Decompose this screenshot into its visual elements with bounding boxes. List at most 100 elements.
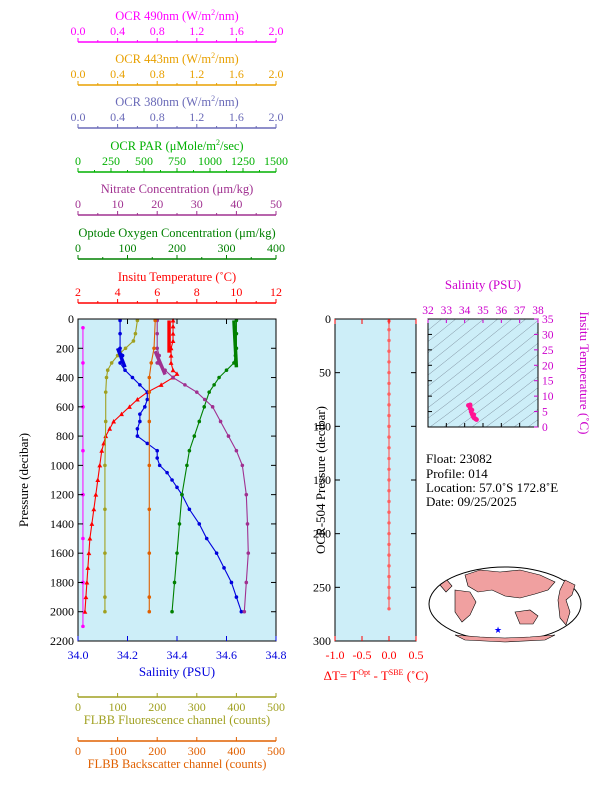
ts-isopycnal [429, 342, 538, 427]
map-landmass-eurasia [464, 569, 556, 599]
series-point [103, 419, 108, 424]
bottom-axis-label-fluorescence: FLBB Fluorescence channel (counts) [84, 713, 270, 727]
series-point [147, 463, 152, 468]
series-point [170, 478, 174, 482]
top-axis-tick-label: 30 [191, 197, 203, 211]
map-landmass-africa [454, 589, 477, 623]
series-point [83, 594, 89, 600]
series-point [103, 463, 107, 468]
top-axis-tick-label: 0.0 [71, 24, 86, 38]
main-plot-background [78, 319, 276, 641]
bottom-axis-tick-label: 200 [148, 744, 166, 758]
bottom-axis-tick-label: 200 [148, 700, 166, 714]
ts-y-tick-label: 35 [542, 314, 554, 326]
top-axis-tick-label: 1.6 [229, 24, 244, 38]
tsdiff-point [387, 564, 391, 568]
series-point [133, 331, 138, 336]
ts-point [474, 417, 479, 422]
top-axis-label-oxygen: Optode Oxygen Concentration (μm/kg) [78, 226, 275, 240]
top-axis-tick-label: 1500 [264, 154, 288, 168]
tsdiff-y-tick-label: 250 [313, 580, 331, 594]
ts-y-tick-label: 0 [542, 422, 548, 434]
ts-isopycnal [485, 387, 538, 427]
top-axis-tick-label: 20 [151, 197, 163, 211]
top-axis-tick-label: 1250 [231, 154, 255, 168]
ts-isopycnal [428, 319, 499, 376]
ts-isopycnals [428, 319, 538, 427]
top-axis-par: 0 250 500 750 1000 1250 1500 OCR PAR (μMole/m2/… [75, 138, 288, 173]
top-axis-tick-label: 0.8 [150, 110, 165, 124]
ts-isopycnal [428, 319, 527, 398]
tsdiff-point [387, 596, 391, 600]
ts-y-tick-label: 5 [542, 407, 548, 419]
main-plot-series [81, 317, 251, 629]
series-point [147, 390, 152, 394]
series-point [111, 418, 117, 424]
series-point [242, 609, 247, 614]
pressure-tick-label: 2200 [50, 634, 74, 648]
top-axis-tick-label: 0.0 [71, 110, 86, 124]
bottom-axis-tick-label: 300 [188, 700, 206, 714]
series-point [99, 448, 105, 453]
series-point [234, 448, 239, 453]
tsdiff-point [387, 413, 391, 418]
series-point [81, 325, 85, 330]
series-point [244, 580, 249, 585]
world-map: ★ [428, 566, 582, 643]
tsdiff-plot-background [335, 319, 416, 641]
series-point [107, 426, 113, 431]
ts-isopycnal [428, 331, 538, 419]
tsdiff-point [387, 478, 391, 482]
tsdiff-point [387, 521, 391, 525]
ts-isopycnal [428, 320, 538, 408]
tsdiff-point [387, 585, 391, 590]
ts-x-tick-label: 33 [441, 305, 453, 317]
series-point [87, 536, 93, 541]
series-point [104, 375, 109, 380]
float-location-marker: ★ [494, 625, 502, 635]
tsdiff-y-tick-label: 300 [313, 634, 331, 648]
surface-band-oxygen [232, 320, 239, 368]
series-point [147, 551, 152, 555]
series-point [135, 397, 140, 402]
series-point [168, 360, 174, 365]
top-axis-tick-label: 0.8 [150, 67, 165, 81]
ts-y-tick-label: 10 [542, 391, 554, 403]
series-point [123, 368, 127, 373]
series-point [170, 317, 176, 323]
series-point [170, 609, 174, 614]
top-axis-tick-label: 250 [102, 154, 120, 168]
top-axis-tick-label: 0.0 [71, 67, 86, 81]
series-point [145, 397, 150, 402]
series-point [222, 566, 226, 570]
ts-y-tick-label: 20 [542, 360, 554, 372]
pressure-tick-label: 200 [56, 341, 74, 355]
ts-y-tick-label: 15 [542, 376, 554, 388]
series-point [149, 361, 154, 365]
series-point [118, 331, 122, 336]
tsdiff-point [387, 435, 391, 439]
ts-x-tick-label: 37 [514, 305, 526, 317]
tsdiff-x-tick-label: -0.5 [353, 648, 372, 662]
top-axis-tick-label: 2.0 [269, 110, 284, 124]
top-axis-label-nitrate: Nitrate Concentration (μm/kg) [101, 182, 254, 196]
bottom-axis-tick-label: 400 [227, 744, 245, 758]
series-point [185, 463, 189, 468]
series-point [239, 609, 244, 614]
tsdiff-point [387, 392, 391, 396]
pressure-tick-label: 1000 [50, 458, 74, 472]
pressure-tick-label: 1200 [50, 488, 74, 502]
series-point [123, 346, 128, 351]
ts-isopycnal [428, 319, 471, 354]
top-axis-tick-label: 10 [112, 197, 124, 211]
series-point [224, 368, 229, 373]
series-point [81, 448, 85, 453]
top-axis-tick-label: 50 [270, 197, 282, 211]
series-point [202, 397, 207, 402]
series-point [195, 390, 199, 394]
ts-x-tick-label: 36 [496, 305, 508, 317]
series-point [147, 595, 152, 599]
series-fluorescence [103, 318, 140, 614]
